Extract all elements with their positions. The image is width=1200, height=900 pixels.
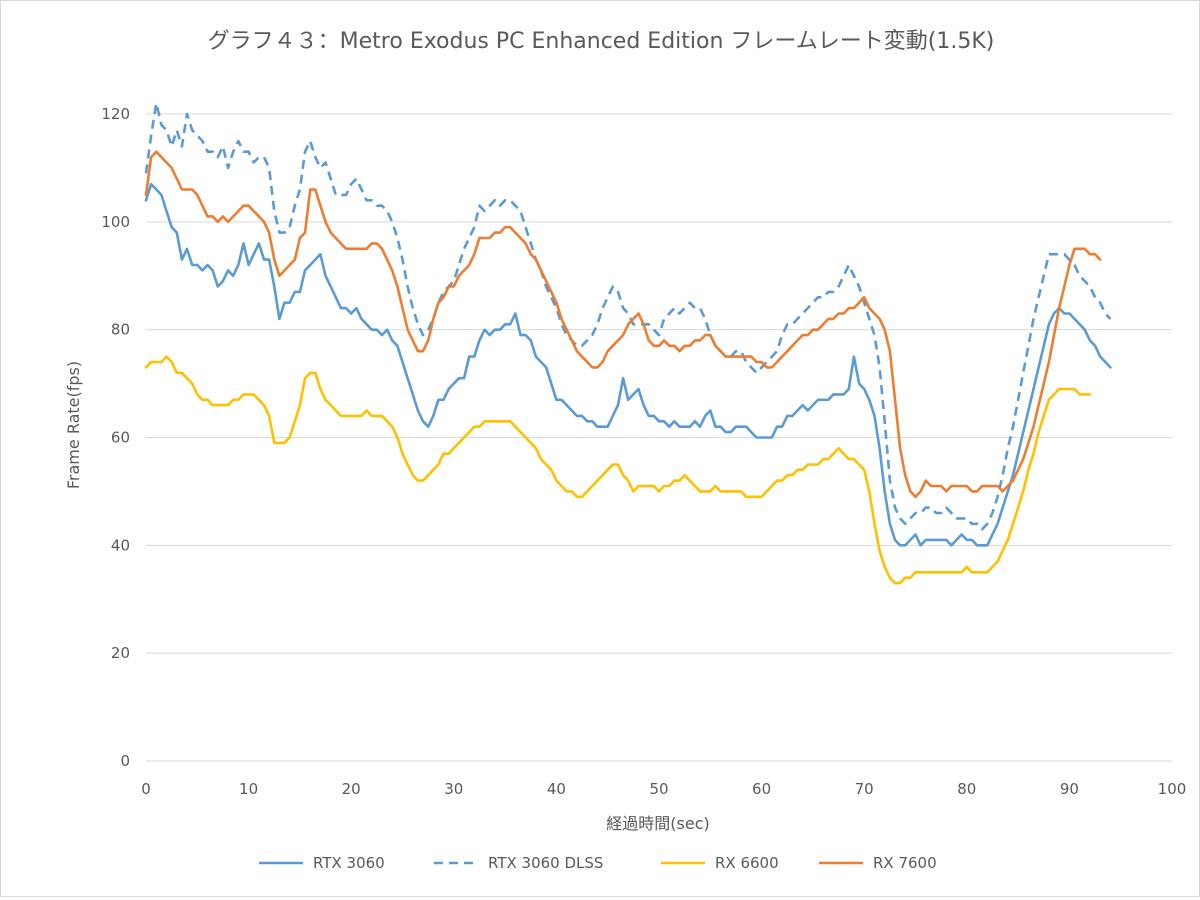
y-tick-label: 100 (101, 213, 130, 231)
y-tick-label: 40 (111, 536, 130, 554)
x-tick-label: 60 (752, 780, 771, 798)
x-tick-label: 40 (547, 780, 566, 798)
x-tick-label: 80 (957, 780, 976, 798)
x-tick-label: 30 (444, 780, 463, 798)
y-tick-label: 120 (101, 105, 130, 123)
series-lines (144, 101, 1112, 585)
series-line-1 (144, 182, 1112, 547)
series-line-3 (144, 355, 1092, 585)
legend-label-2: RTX 3060 DLSS (488, 854, 603, 872)
y-axis-ticks: 0 20 40 60 80 100 120 (101, 105, 130, 770)
legend-label-1: RTX 3060 (313, 854, 385, 872)
legend-label-3: RX 6600 (715, 854, 779, 872)
y-tick-label: 20 (111, 644, 130, 662)
x-tick-label: 0 (141, 780, 151, 798)
x-tick-label: 70 (855, 780, 874, 798)
y-tick-label: 60 (111, 429, 130, 447)
x-tick-label: 90 (1060, 780, 1079, 798)
x-tick-label: 50 (649, 780, 668, 798)
y-tick-label: 80 (111, 321, 130, 339)
x-tick-label: 10 (239, 780, 258, 798)
x-tick-label: 100 (1158, 780, 1187, 798)
legend-label-4: RX 7600 (873, 854, 937, 872)
y-tick-label: 0 (120, 752, 130, 770)
chart-title: グラフ４３：Metro Exodus PC Enhanced Edition フ… (208, 29, 995, 54)
series-line-4 (144, 150, 1102, 499)
grid-lines (146, 113, 1172, 762)
y-axis-title: Frame Rate(fps) (64, 361, 83, 489)
legend: RTX 3060 RTX 3060 DLSS RX 6600 RX 7600 (259, 854, 937, 872)
x-axis-ticks: 0 10 20 30 40 50 60 70 80 90 100 (141, 780, 1186, 798)
x-tick-label: 20 (342, 780, 361, 798)
series-line-2 (144, 101, 1112, 531)
x-axis-title: 経過時間(sec) (606, 814, 709, 833)
